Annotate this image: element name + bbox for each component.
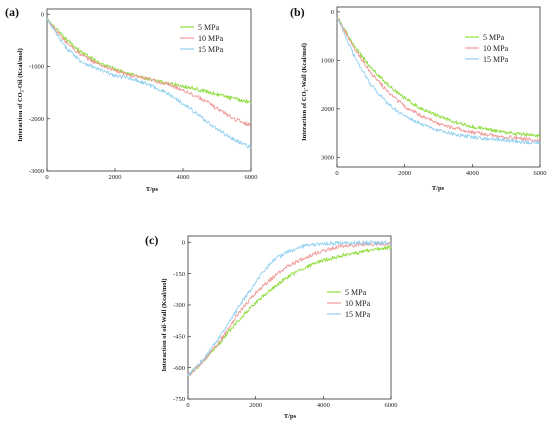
x-tick-label-a: 0 (45, 174, 48, 181)
x-tick-label-a: 4000 (177, 174, 190, 181)
series-line-5-mpa-b (336, 17, 541, 138)
series-line-10-mpa-c (187, 241, 392, 377)
y-tick-label-c: -450 (173, 334, 185, 341)
y-tick-label-c: -300 (173, 302, 185, 309)
x-tick-label-c: 2000 (249, 402, 262, 409)
x-axis-title-b: T/ps (432, 185, 445, 192)
x-tick-label-b: 2000 (398, 170, 411, 177)
legend-label-b: 5 MPa (483, 33, 505, 42)
legend-label-c: 10 MPa (345, 299, 371, 308)
y-axis-title-c: Interaction of oil-Wall (Kcal/mol) (161, 279, 168, 372)
y-tick-label-c: -150 (173, 271, 185, 278)
series-line-5-mpa-a (46, 18, 252, 104)
y-tick-label-a: -1000 (29, 64, 44, 71)
x-tick-label-c: 6000 (385, 402, 398, 409)
y-tick-label-b: 1000 (321, 58, 334, 65)
legend-label-c: 5 MPa (345, 288, 367, 297)
x-axis-title-c: T/ps (284, 413, 297, 420)
series-line-10-mpa-b (336, 17, 541, 143)
y-tick-label-c: -750 (173, 396, 185, 403)
plot-area-a (46, 8, 252, 172)
panel-label-b: (b) (290, 5, 305, 19)
x-axis-title-a: T/ps (146, 186, 159, 193)
y-tick-label-a: -2000 (29, 116, 44, 123)
legend-label-a: 15 MPa (198, 45, 224, 54)
y-axis-title-a: Interaction of CO₂-Oil (Kcal/mol) (17, 48, 24, 141)
legend-label-c: 15 MPa (345, 310, 371, 319)
x-tick-label-a: 2000 (109, 174, 122, 181)
x-tick-label-b: 0 (335, 170, 338, 177)
y-tick-label-b: 0 (331, 9, 334, 16)
y-tick-label-c: -600 (173, 365, 185, 372)
panel-a: (a) Interaction of CO₂-Oil (Kcal/mol) T/… (5, 5, 258, 193)
x-tick-label-c: 0 (186, 402, 189, 409)
legend-label-b: 15 MPa (483, 55, 509, 64)
panel-label-c: (c) (145, 233, 158, 247)
y-tick-label-c: 0 (182, 239, 185, 246)
x-tick-label-a: 6000 (245, 174, 258, 181)
y-tick-label-b: 3000 (321, 155, 334, 162)
plot-area-b (336, 6, 541, 168)
plot-area-c (187, 235, 392, 400)
series-line-10-mpa-a (46, 18, 252, 127)
series-line-5-mpa-c (187, 245, 392, 378)
legend-label-b: 10 MPa (483, 44, 509, 53)
y-tick-label-a: 0 (41, 11, 44, 18)
series-line-15-mpa-b (336, 17, 541, 145)
x-tick-label-c: 4000 (317, 402, 330, 409)
y-tick-label-b: 2000 (321, 106, 334, 113)
series-line-15-mpa-a (46, 18, 252, 149)
series-line-15-mpa-c (187, 240, 392, 377)
y-tick-label-a: -3000 (29, 168, 44, 175)
y-axis-title-b: Interaction of CO₂-Wall (Kcal/mol) (301, 43, 308, 141)
x-tick-label-b: 4000 (466, 170, 479, 177)
panel-label-a: (a) (5, 5, 19, 19)
panel-b: (b) Interaction of CO₂-Wall (Kcal/mol) T… (290, 5, 547, 192)
legend-label-a: 10 MPa (198, 34, 224, 43)
legend-label-a: 5 MPa (198, 23, 220, 32)
x-tick-label-b: 6000 (534, 170, 547, 177)
panel-c: (c) Interaction of oil-Wall (Kcal/mol) T… (145, 233, 398, 420)
